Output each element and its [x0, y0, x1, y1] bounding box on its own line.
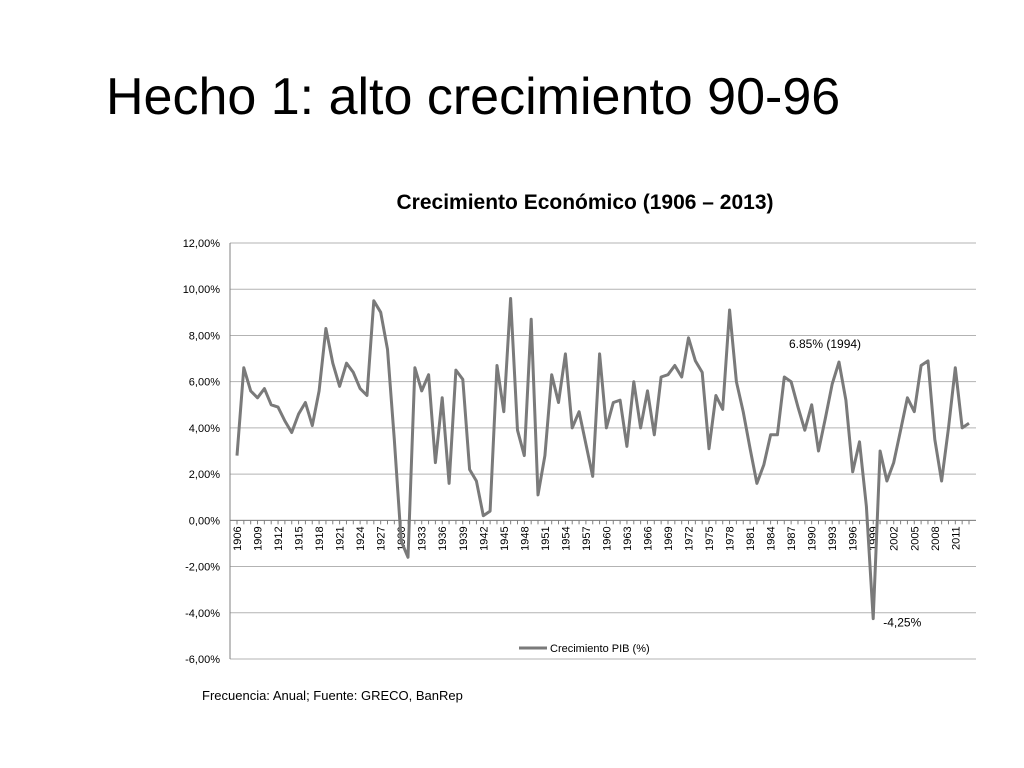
- annotations: 6.85% (1994) -4,25%: [789, 337, 922, 630]
- x-tick-label: 1924: [355, 526, 367, 550]
- x-axis-ticks: 1906 1909 1912 1915 1918 1921 1924 1927 1930 1933…: [232, 526, 962, 550]
- x-tick-label: 1960: [601, 526, 613, 550]
- x-tick-label: 1969: [663, 526, 675, 550]
- y-tick-label: -4,00%: [185, 608, 220, 620]
- x-tick-label: 1939: [458, 526, 470, 550]
- y-tick-label: -2,00%: [185, 562, 220, 574]
- y-tick-label: -6,00%: [185, 654, 220, 666]
- x-tick-label: 2011: [950, 526, 962, 550]
- x-tick-label: 1951: [540, 526, 552, 550]
- annotation-label: 6.85% (1994): [789, 337, 861, 351]
- x-tick-label: 1987: [786, 526, 798, 550]
- x-tick-label: 2005: [909, 526, 921, 550]
- y-tick-label: 0,00%: [189, 515, 220, 527]
- legend: Crecimiento PIB (%): [519, 643, 650, 655]
- x-tick-label: 1912: [273, 526, 285, 550]
- x-tick-label: 1996: [848, 526, 860, 550]
- legend-label: Crecimiento PIB (%): [550, 643, 650, 655]
- x-tick-label: 1993: [827, 526, 839, 550]
- x-tick-label: 1918: [314, 526, 326, 550]
- y-tick-label: 2,00%: [189, 469, 220, 481]
- x-tick-label: 1933: [417, 526, 429, 550]
- x-tick-label: 1927: [376, 526, 388, 550]
- x-tick-label: 1963: [622, 526, 634, 550]
- y-tick-label: 6,00%: [189, 377, 220, 389]
- annotation-label: -4,25%: [883, 616, 921, 630]
- y-tick-label: 4,00%: [189, 423, 220, 435]
- x-tick-label: 1984: [766, 526, 778, 550]
- x-tick-label: 1990: [807, 526, 819, 550]
- y-tick-label: 10,00%: [183, 284, 221, 296]
- x-tick-label: 1945: [499, 526, 511, 550]
- x-tick-label: 1909: [253, 526, 265, 550]
- x-tick-label: 1936: [437, 526, 449, 550]
- x-tick-label: 1906: [232, 526, 244, 550]
- x-tick-label: 1942: [478, 526, 490, 550]
- x-tick-label: 1972: [684, 526, 696, 550]
- x-tick-label: 2002: [889, 526, 901, 550]
- y-tick-label: 12,00%: [183, 238, 221, 250]
- x-tick-label: 1915: [294, 526, 306, 550]
- x-tick-label: 2008: [930, 526, 942, 550]
- x-tick-label: 1948: [519, 526, 531, 550]
- x-tick-label: 1975: [704, 526, 716, 550]
- series-line: [235, 297, 970, 621]
- gridlines: [229, 242, 976, 660]
- x-tick-label: 1981: [745, 526, 757, 550]
- chart-title: Crecimiento Económico (1906 – 2013): [396, 191, 774, 214]
- x-axis: [230, 519, 976, 525]
- x-tick-label: 1954: [560, 526, 572, 550]
- y-tick-label: 8,00%: [189, 330, 220, 342]
- x-tick-label: 1966: [642, 526, 654, 550]
- source-note: Frecuencia: Anual; Fuente: GRECO, BanRep: [202, 688, 463, 703]
- slide-title: Hecho 1: alto crecimiento 90-96: [106, 68, 841, 126]
- x-tick-label: 1957: [581, 526, 593, 550]
- y-axis-ticks: 12,00% 10,00% 8,00% 6,00% 4,00% 2,00% 0,00% -2,…: [183, 238, 221, 666]
- x-tick-label: 1978: [725, 526, 737, 550]
- x-tick-label: 1921: [335, 526, 347, 550]
